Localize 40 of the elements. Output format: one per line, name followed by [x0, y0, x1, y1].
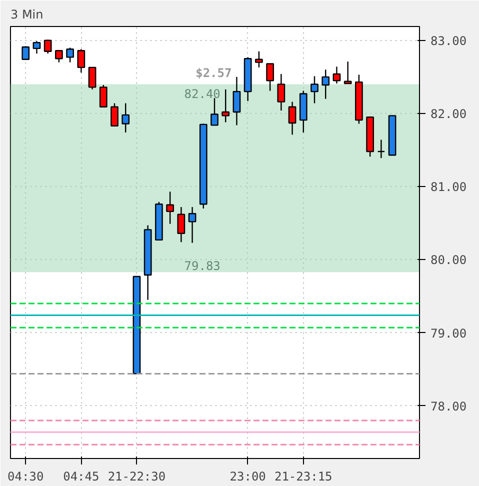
candlestick — [77, 48, 86, 74]
candlestick — [55, 50, 63, 63]
candlestick — [110, 102, 118, 127]
candlestick — [288, 101, 296, 136]
candlestick — [232, 76, 241, 126]
annotation: 79.83 — [184, 259, 220, 274]
candlestick — [66, 47, 74, 63]
y-tick-label: 81.00 — [430, 180, 467, 194]
y-tick-label: 83.00 — [430, 34, 467, 48]
candlestick — [32, 40, 41, 54]
y-tick-label: 80.00 — [430, 253, 467, 268]
x-tick-label: 04:30 — [8, 470, 44, 484]
x-tick-label: 04:45 — [63, 470, 100, 484]
candlestick — [222, 88, 230, 123]
annotation: 82.40 — [184, 87, 220, 102]
y-tick-label: 79.00 — [430, 326, 467, 340]
candlestick — [277, 73, 286, 112]
y-tick-label: 78.00 — [430, 399, 467, 414]
candlestick — [22, 46, 30, 60]
band-label: $2.57 — [196, 66, 232, 80]
candlestick — [266, 63, 274, 92]
candlestick — [166, 191, 174, 224]
candlestick — [332, 66, 341, 84]
y-tick-label: 82.00 — [430, 106, 467, 121]
candlestick — [177, 206, 186, 243]
candlestick — [210, 98, 218, 126]
x-tick-label: 23:00 — [230, 470, 266, 484]
chart-title: 3 Min — [10, 8, 44, 22]
x-tick-label: 21-22:30 — [108, 470, 166, 484]
candlestick — [44, 39, 52, 54]
x-tick-label: 21-23:15 — [274, 470, 332, 484]
candlestick — [122, 102, 130, 134]
candlestick — [310, 76, 318, 104]
candlestick — [322, 69, 330, 100]
candlestick — [255, 50, 263, 68]
candlestick — [344, 60, 352, 84]
candlestick — [188, 206, 196, 244]
candlestick — [99, 84, 108, 108]
candlestick — [88, 66, 96, 90]
candlestick — [377, 139, 386, 159]
